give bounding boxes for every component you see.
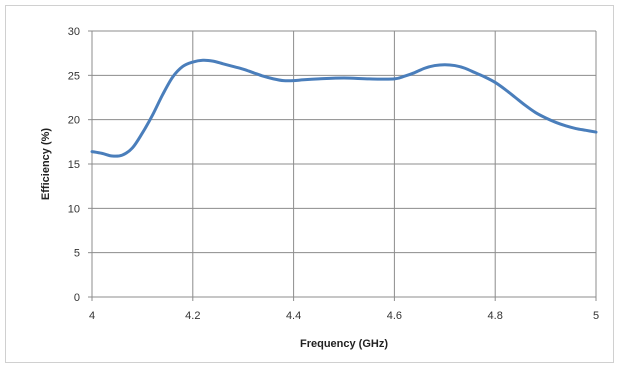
y-tick-label: 30 <box>68 26 80 38</box>
axes <box>88 30 597 301</box>
y-tick-label: 0 <box>74 292 80 304</box>
y-axis-title: Efficiency (%) <box>40 128 52 200</box>
x-tick-label: 4 <box>89 310 95 322</box>
y-tick-label: 10 <box>68 203 80 215</box>
x-tick-label: 4.8 <box>488 310 503 322</box>
y-tick-label: 15 <box>68 159 80 171</box>
x-axis-title: Frequency (GHz) <box>300 338 388 350</box>
x-tick-labels: 4 4.2 4.4 4.6 4.8 5 <box>89 310 599 322</box>
efficiency-series-line <box>90 58 598 158</box>
y-tick-label: 25 <box>68 70 80 82</box>
x-tick-label: 4.2 <box>185 310 200 322</box>
chart-frame <box>5 5 614 363</box>
grid-lines <box>91 30 597 297</box>
x-tick-label: 4.4 <box>286 310 301 322</box>
y-tick-labels: 0 5 10 15 20 25 30 <box>68 26 80 304</box>
x-tick-label: 4.6 <box>387 310 402 322</box>
x-tick-label: 5 <box>593 310 599 322</box>
y-tick-label: 20 <box>68 115 80 127</box>
series-group <box>90 58 598 158</box>
y-tick-label: 5 <box>74 248 80 260</box>
